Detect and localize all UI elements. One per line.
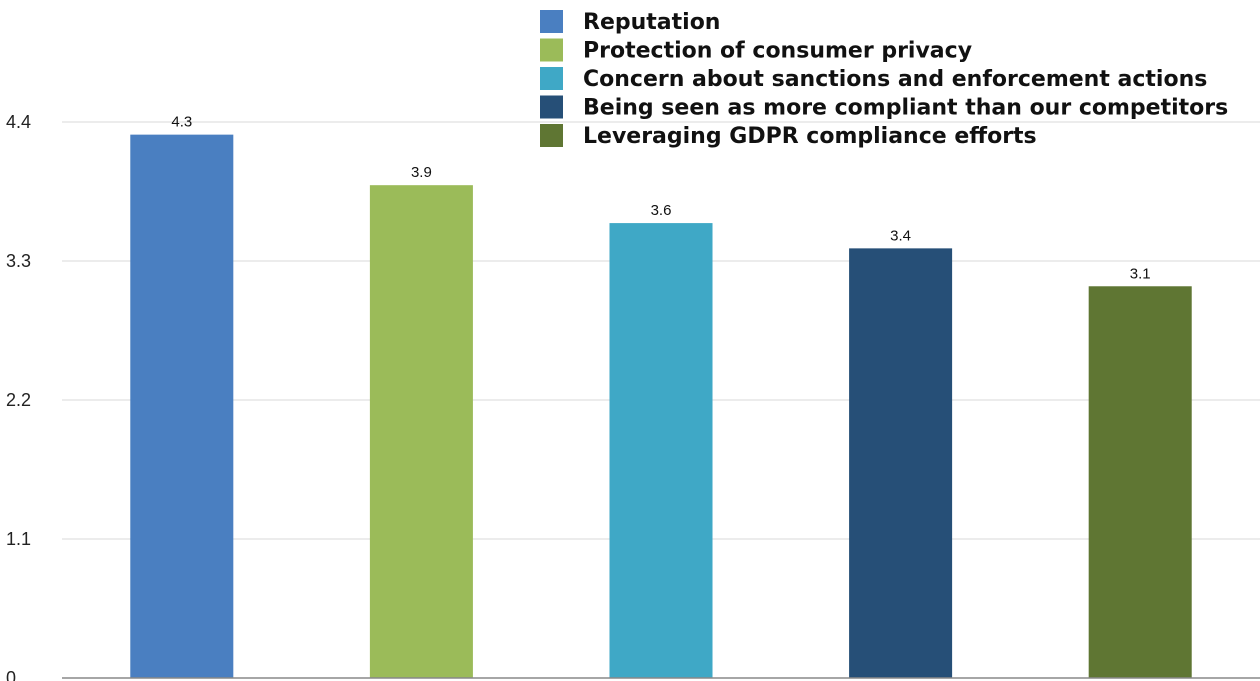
- data-label: 3.1: [1130, 265, 1151, 282]
- bar-3: [609, 223, 713, 678]
- bar-2: [369, 185, 473, 678]
- y-axis-ticks: 0 1.1 2.2 3.3 4.4: [6, 112, 31, 681]
- y-tick-label: 0: [6, 668, 16, 681]
- data-label: 3.6: [651, 202, 672, 219]
- y-tick-label: 3.3: [6, 251, 31, 271]
- bar-1: [130, 134, 234, 679]
- legend-swatch: [540, 10, 563, 33]
- legend-label: Concern about sanctions and enforcement …: [583, 67, 1207, 92]
- legend: Reputation Protection of consumer privacy…: [540, 10, 1228, 149]
- legend-swatch: [540, 124, 563, 147]
- legend-swatch: [540, 38, 563, 62]
- data-label: 3.4: [890, 227, 911, 244]
- legend-label: Leveraging GDPR compliance efforts: [583, 124, 1037, 149]
- legend-label: Reputation: [583, 10, 720, 35]
- y-tick-label: 2.2: [6, 390, 31, 410]
- bars: [130, 134, 1192, 679]
- y-tick-label: 4.4: [6, 112, 31, 132]
- legend-swatch: [540, 95, 563, 119]
- data-label: 3.9: [411, 164, 432, 181]
- y-tick-label: 1.1: [6, 529, 31, 549]
- bar-4: [849, 248, 953, 678]
- legend-label: Protection of consumer privacy: [583, 39, 972, 64]
- bar-5: [1088, 286, 1192, 678]
- data-labels: 4.3 3.9 3.6 3.4 3.1: [171, 114, 1150, 283]
- legend-label: Being seen as more compliant than our co…: [583, 96, 1228, 121]
- legend-swatch: [540, 67, 563, 90]
- data-label: 4.3: [171, 114, 192, 131]
